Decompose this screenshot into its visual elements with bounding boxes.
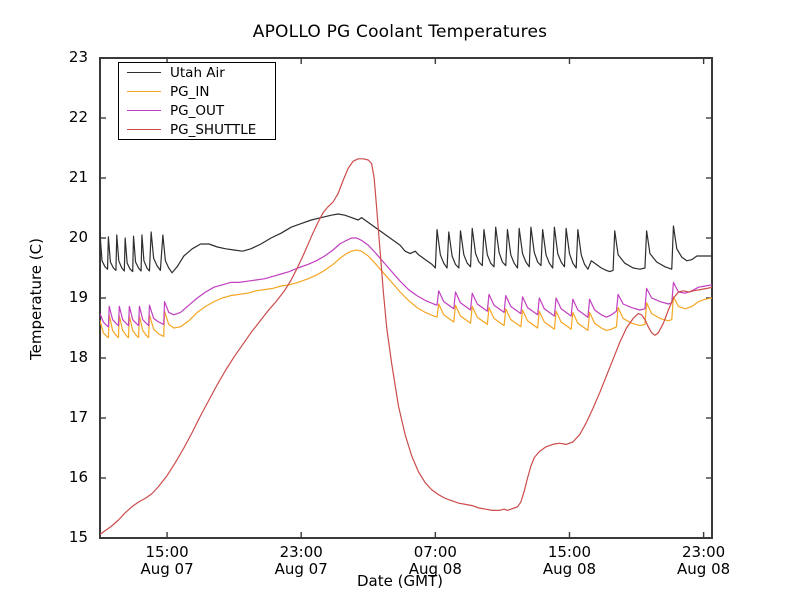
- y-tick-label: 20: [68, 228, 88, 246]
- x-tick-date: Aug 07: [274, 560, 328, 578]
- legend-label: Utah Air: [170, 64, 225, 81]
- legend-item[interactable]: PG_OUT: [119, 101, 275, 120]
- legend-swatch-icon: [127, 110, 161, 111]
- legend-label: PG_OUT: [170, 102, 225, 119]
- x-tick-date: Aug 08: [542, 560, 597, 578]
- x-tick-time: 07:00: [413, 543, 457, 561]
- y-tick-label: 23: [68, 48, 88, 66]
- x-tick-label: 15:00 Aug 08: [509, 544, 629, 578]
- x-tick-date: Aug 08: [677, 560, 731, 578]
- x-tick-label: 15:00 Aug 07: [107, 544, 227, 578]
- x-tick-time: 15:00: [547, 543, 592, 561]
- y-tick-label: 16: [68, 468, 88, 486]
- legend-swatch-icon: [127, 129, 161, 130]
- y-tick-label: 15: [68, 528, 88, 546]
- series-line-utah air: [100, 213, 712, 274]
- x-tick-date: Aug 08: [408, 560, 462, 578]
- x-tick-time: 23:00: [279, 543, 323, 561]
- y-tick-label: 18: [68, 348, 88, 366]
- x-tick-time: 23:00: [681, 543, 726, 561]
- series-line-pg-out: [100, 237, 712, 328]
- series-line-pg-in: [100, 249, 712, 339]
- legend-item[interactable]: PG_IN: [119, 82, 275, 101]
- chart-title: APOLLO PG Coolant Temperatures: [252, 22, 548, 42]
- x-tick-label: 23:00 Aug 07: [241, 544, 361, 578]
- legend-label: PG_IN: [170, 83, 210, 100]
- legend-swatch-icon: [127, 72, 161, 73]
- legend-swatch-icon: [127, 91, 161, 92]
- x-tick-time: 15:00: [145, 543, 189, 561]
- legend-item[interactable]: Utah Air: [119, 63, 275, 82]
- x-tick-label: 23:00 Aug 08: [644, 544, 764, 578]
- legend: Utah Air PG_IN PG_OUT PG_SHUTTLE: [118, 62, 276, 140]
- x-axis-label: Date (GMT): [356, 572, 444, 590]
- y-tick-label: 19: [68, 288, 88, 306]
- y-tick-label: 22: [68, 108, 88, 126]
- legend-item[interactable]: PG_SHUTTLE: [119, 120, 275, 139]
- legend-label: PG_SHUTTLE: [170, 121, 257, 138]
- y-tick-label: 21: [68, 168, 88, 186]
- x-tick-label: 07:00 Aug 08: [375, 544, 495, 578]
- y-tick-label: 17: [68, 408, 88, 426]
- x-tick-date: Aug 07: [140, 560, 194, 578]
- series-line-pg-shuttle: [100, 158, 712, 535]
